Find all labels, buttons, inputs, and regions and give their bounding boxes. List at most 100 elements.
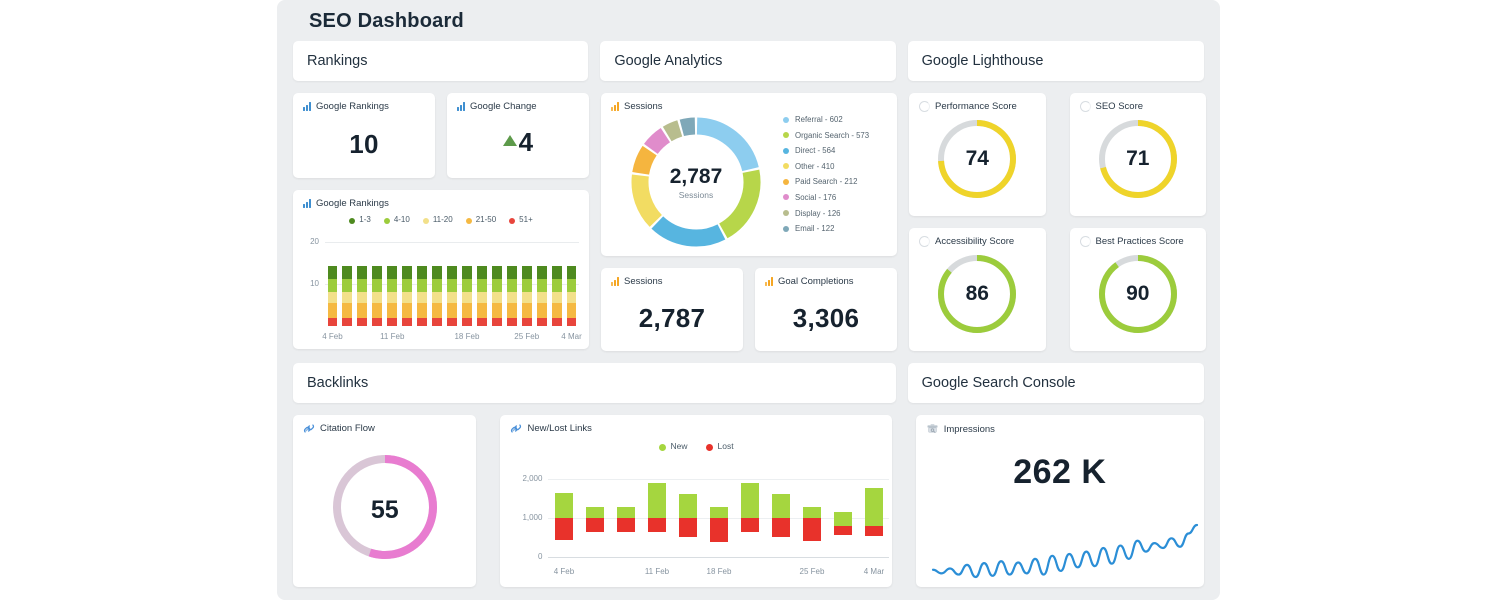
bar-segment <box>402 318 413 326</box>
legend-label: Paid Search - 212 <box>795 177 858 187</box>
lighthouse-gauge-row-2: Accessibility Score 86 Best Practices Scor… <box>909 228 1206 351</box>
donut-svg <box>631 117 761 247</box>
bar-segment <box>462 265 472 279</box>
tile-goal-completions-header: Goal Completions <box>755 268 897 287</box>
chart-citation-flow[interactable]: Citation Flow 55 <box>293 415 477 587</box>
x-axis-tick-label: 11 Feb <box>644 567 670 576</box>
y-axis-tick-label: 1,000 <box>522 512 543 522</box>
donut-center: 2,787 Sessions <box>625 165 767 200</box>
bar-segment <box>566 292 577 304</box>
bar-segment-lost <box>554 517 573 540</box>
legend-label: Lost <box>717 441 734 451</box>
link-icon <box>303 423 315 434</box>
tile-google-change-header: Google Change <box>447 93 589 112</box>
gauge-card-seo-score[interactable]: SEO Score 71 <box>1069 93 1206 216</box>
score-ring-icon <box>1079 101 1091 112</box>
impressions-sparkline <box>931 523 1198 579</box>
gauge-svg <box>938 255 1017 333</box>
bar-segment <box>432 278 442 293</box>
bar-segment <box>536 303 547 319</box>
tile-goal-completions-value: 3,306 <box>792 303 860 333</box>
bar-segment <box>447 292 457 304</box>
tile-goal-completions-label: Goal Completions <box>778 276 854 287</box>
bar-segment-lost <box>771 517 790 537</box>
bar-segment <box>327 318 338 326</box>
bar-segment <box>327 292 338 304</box>
gauge-card-accessibility-score[interactable]: Accessibility Score 86 <box>909 228 1046 351</box>
chart-citation-flow-header: Citation Flow <box>293 415 476 434</box>
legend-label: Organic Search - 573 <box>795 130 870 140</box>
bar-segment <box>327 303 338 319</box>
tile-google-rankings[interactable]: Google Rankings 10 <box>293 93 435 178</box>
bar-segment <box>536 278 547 293</box>
x-axis-tick-label: 4 Mar <box>561 332 582 341</box>
bar-segment <box>447 318 457 326</box>
bar-segment <box>521 278 532 293</box>
bar-segment <box>342 278 353 293</box>
legend-label: Direct - 564 <box>795 146 836 156</box>
bar-segment-new <box>864 487 883 526</box>
bar-segment-new <box>740 482 759 518</box>
donut-legend-item: Display - 126 <box>783 209 869 218</box>
legend-color-dot <box>705 443 713 451</box>
legend-label: 11-20 <box>432 215 453 224</box>
bar-segment <box>372 318 383 326</box>
tile-goal-completions[interactable]: Goal Completions 3,306 <box>755 268 897 351</box>
bar-segment <box>387 318 398 326</box>
bar-segment <box>432 292 442 304</box>
bar-segment <box>402 265 413 279</box>
legend-color-dot <box>783 163 789 170</box>
score-ring-icon <box>919 101 930 112</box>
donut-slice <box>718 169 761 239</box>
gauge-card-best-practices-score[interactable]: Best Practices Score 90 <box>1069 228 1206 351</box>
bar-segment <box>536 318 547 326</box>
bar-segment <box>402 292 413 304</box>
bar-segment <box>476 303 487 319</box>
bar-chart-icon <box>765 277 773 286</box>
bar-segment-new <box>802 506 821 518</box>
bar-segment <box>372 265 383 279</box>
chart-google-rankings[interactable]: Google Rankings 1-3 4-10 11-20 21-50 51+ 10 2… <box>293 190 589 349</box>
x-axis-tick-label: 25 Feb <box>799 567 825 576</box>
chart-sessions-donut[interactable]: Sessions 2,787 Sessions Referral - 602 Or… <box>601 93 897 256</box>
citation-gauge-svg <box>332 455 437 559</box>
section-header-backlinks: Backlinks <box>293 363 896 403</box>
legend-color-dot <box>783 178 789 185</box>
legend-color-dot <box>509 217 516 224</box>
bar-segment <box>342 318 353 326</box>
donut-legend: Referral - 602 Organic Search - 573 Direct… <box>783 115 869 240</box>
citation-gauge-value-arc <box>332 455 437 559</box>
bar-segment <box>432 318 442 326</box>
bar-segment-lost <box>709 517 728 542</box>
donut-legend-item: Organic Search - 573 <box>783 131 869 140</box>
chart-new-lost-links[interactable]: New/Lost Links New Lost 0 1,000 2,000 4 Feb 1… <box>500 415 892 587</box>
bar-segment <box>357 303 368 319</box>
bottom-content-row: Citation Flow 55 New/Lost Links New Lost <box>293 415 1204 587</box>
gauge-value: 71 <box>1126 147 1150 170</box>
tile-impressions[interactable]: Impressions 262 K <box>915 415 1204 587</box>
search-console-icon <box>926 423 939 435</box>
gridline <box>325 242 579 243</box>
bar-segment <box>447 278 457 293</box>
bar-segment <box>342 303 353 319</box>
rank-legend-item: 51+ <box>509 215 533 224</box>
rankings-kpi-row: Google Rankings 10 Google Change 4 <box>293 93 589 178</box>
tile-sessions[interactable]: Sessions 2,787 <box>601 268 743 351</box>
gauge-card-performance-score[interactable]: Performance Score 74 <box>909 93 1046 216</box>
trend-up-icon <box>502 135 517 146</box>
legend-label: 51+ <box>519 215 533 224</box>
bar-segment <box>476 292 487 304</box>
rank-legend-item: 11-20 <box>422 215 453 224</box>
bar-segment <box>417 278 428 293</box>
bar-segment <box>462 318 472 326</box>
tile-google-change[interactable]: Google Change 4 <box>447 93 589 178</box>
donut-legend-item: Social - 176 <box>783 193 869 202</box>
main-content-row: Google Rankings 10 Google Change 4 <box>293 93 1206 351</box>
bar-segment-new <box>554 493 573 518</box>
bar-segment <box>491 292 502 304</box>
bar-segment-new <box>709 507 728 518</box>
bar-segment <box>432 265 442 279</box>
donut-slice <box>696 117 759 172</box>
bar-segment <box>342 292 353 304</box>
bar-segment-new <box>585 506 604 518</box>
